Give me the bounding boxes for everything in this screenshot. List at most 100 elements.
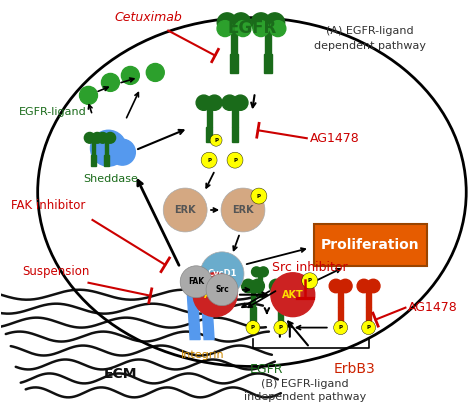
- Bar: [232, 127, 238, 142]
- Circle shape: [217, 21, 233, 37]
- Circle shape: [92, 132, 103, 143]
- Circle shape: [366, 279, 380, 293]
- Circle shape: [357, 279, 371, 293]
- Bar: [258, 287, 262, 297]
- Text: P: P: [308, 278, 312, 283]
- Bar: [338, 307, 343, 321]
- Bar: [104, 155, 109, 166]
- Text: P: P: [251, 325, 255, 330]
- Text: Suspension: Suspension: [22, 265, 89, 278]
- Text: Src inhibitor: Src inhibitor: [272, 261, 347, 274]
- Polygon shape: [200, 275, 214, 339]
- Circle shape: [221, 188, 265, 232]
- Bar: [264, 29, 271, 54]
- Circle shape: [180, 266, 212, 298]
- Text: P: P: [338, 325, 343, 330]
- Bar: [279, 290, 283, 307]
- Text: independent pathway: independent pathway: [244, 392, 366, 403]
- Text: EGFR: EGFR: [250, 363, 283, 376]
- Bar: [91, 155, 96, 166]
- Text: Integrin: Integrin: [181, 349, 225, 359]
- Text: ERK: ERK: [174, 205, 196, 215]
- Bar: [366, 307, 371, 321]
- Circle shape: [193, 273, 237, 317]
- Bar: [105, 142, 108, 155]
- Circle shape: [207, 95, 222, 110]
- Circle shape: [253, 21, 269, 37]
- Bar: [230, 54, 238, 73]
- Circle shape: [258, 267, 268, 277]
- Circle shape: [269, 279, 283, 293]
- Bar: [206, 127, 212, 142]
- Circle shape: [334, 321, 347, 334]
- Bar: [251, 290, 255, 307]
- Circle shape: [217, 13, 237, 33]
- Text: ERK: ERK: [232, 205, 254, 215]
- Text: AKT: AKT: [204, 290, 226, 300]
- Text: (A) EGFR-ligand: (A) EGFR-ligand: [326, 26, 413, 36]
- Circle shape: [210, 134, 222, 146]
- Text: Proliferation: Proliferation: [321, 238, 420, 252]
- Circle shape: [146, 63, 164, 81]
- Circle shape: [251, 279, 264, 293]
- Text: P: P: [207, 158, 211, 163]
- Text: Src: Src: [215, 285, 229, 294]
- Circle shape: [242, 279, 255, 293]
- Bar: [250, 307, 255, 321]
- Circle shape: [121, 66, 139, 84]
- Circle shape: [80, 86, 98, 104]
- Circle shape: [329, 279, 343, 293]
- Circle shape: [163, 188, 207, 232]
- Circle shape: [201, 152, 217, 168]
- FancyBboxPatch shape: [314, 224, 428, 266]
- Text: Sheddase: Sheddase: [83, 174, 138, 184]
- Circle shape: [251, 13, 271, 33]
- Circle shape: [252, 267, 261, 277]
- Text: P: P: [233, 158, 237, 163]
- Bar: [338, 290, 343, 307]
- Circle shape: [338, 279, 352, 293]
- Circle shape: [101, 73, 119, 91]
- Text: EGFR-ligand: EGFR-ligand: [19, 107, 86, 117]
- Circle shape: [279, 279, 292, 293]
- Text: CycD1: CycD1: [207, 269, 237, 278]
- Bar: [91, 142, 95, 155]
- Circle shape: [235, 21, 251, 37]
- Circle shape: [231, 13, 251, 33]
- Circle shape: [246, 321, 260, 334]
- Text: P: P: [366, 325, 371, 330]
- Text: AKT: AKT: [282, 290, 304, 300]
- Circle shape: [109, 139, 136, 165]
- Circle shape: [362, 321, 375, 334]
- Polygon shape: [186, 275, 200, 339]
- Bar: [232, 108, 237, 127]
- Text: P: P: [279, 325, 283, 330]
- Circle shape: [84, 132, 95, 143]
- Circle shape: [227, 152, 243, 168]
- Text: ECM: ECM: [104, 367, 137, 381]
- Circle shape: [265, 13, 285, 33]
- Circle shape: [206, 274, 238, 306]
- Bar: [231, 29, 237, 54]
- Circle shape: [270, 21, 286, 37]
- Circle shape: [271, 273, 315, 317]
- Text: AG1478: AG1478: [408, 301, 457, 314]
- Circle shape: [91, 130, 127, 166]
- Circle shape: [302, 273, 318, 289]
- Text: Cetuximab: Cetuximab: [114, 11, 182, 24]
- Circle shape: [105, 132, 116, 143]
- Circle shape: [200, 252, 244, 296]
- Circle shape: [233, 95, 248, 110]
- Text: AG1478: AG1478: [310, 132, 359, 145]
- Circle shape: [97, 132, 108, 143]
- Circle shape: [251, 188, 267, 204]
- Text: FAK: FAK: [188, 277, 204, 286]
- Text: FAK inhibitor: FAK inhibitor: [11, 198, 86, 212]
- Text: P: P: [214, 138, 218, 143]
- Circle shape: [222, 95, 237, 110]
- Circle shape: [274, 321, 288, 334]
- Text: ErbB3: ErbB3: [334, 362, 375, 376]
- Text: EGFR: EGFR: [228, 19, 276, 37]
- Bar: [264, 54, 272, 73]
- Text: P: P: [257, 193, 261, 198]
